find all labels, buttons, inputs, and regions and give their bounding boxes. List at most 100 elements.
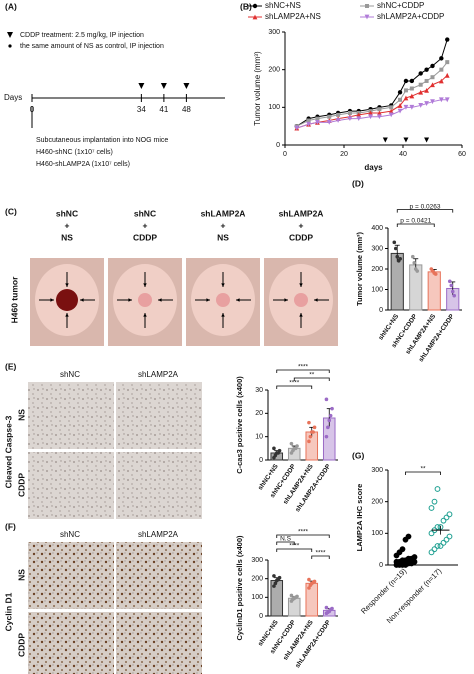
point [315,120,320,125]
data-point [447,279,452,284]
sig-bracket [276,548,313,552]
legend-text: CDDP treatment: 2.5 mg/kg, IP injection [20,32,144,39]
tumor [138,293,152,307]
data-point [327,418,332,423]
data-point [277,448,282,453]
row-label: H460 tumor [9,276,19,323]
injection-marker [183,83,190,89]
y-tick-label: 20 [255,410,263,417]
data-point [277,575,282,580]
y-axis-title: Tumor volume (mm³) [253,51,262,126]
point [424,78,429,83]
point [403,88,408,93]
sig-bracket [276,534,330,538]
ihc-image [28,452,114,519]
point [418,89,424,95]
y-tick-label: 0 [276,142,280,149]
injection-marker [424,137,430,143]
group-label: CDDP [133,232,157,242]
data-point [443,536,450,543]
tick-label: 41 [159,105,168,114]
point [377,110,382,116]
row-label: NS [16,569,26,581]
y-tick-label: 200 [251,576,263,583]
panel-letter: (E) [5,361,17,371]
arrow-head [158,298,162,302]
ihc-image [28,612,114,674]
point [315,116,320,121]
arrow-head [65,283,69,287]
data-point [446,511,453,518]
y-tick-label: 300 [251,557,263,564]
legend-text: shLAMP2A+CDDP [377,12,444,21]
point [409,104,415,110]
sig-bracket [293,377,330,381]
group-label: shNC [56,208,78,218]
data-point [415,269,420,273]
arrow-head [65,313,69,317]
data-point [410,254,415,259]
legend-marker [252,14,258,20]
data-point [440,517,447,524]
tick-label: 34 [137,105,146,114]
tumor [294,293,308,307]
ihc-image [28,542,114,609]
data-point [437,543,444,549]
y-tick-label: 0 [379,562,383,569]
x-tick-label: shLAMP2A+CDDP [418,313,457,364]
data-point [307,586,311,590]
sig-label: ** [309,372,315,379]
y-axis-title: C-cas3 positive cells (x400) [235,376,244,474]
data-point [428,505,435,511]
data-point [440,539,447,546]
point [389,105,394,110]
column-label: shLAMP2A [138,530,179,539]
data-point [330,406,334,411]
row-label: NS [16,409,26,421]
group-label: CDDP [289,232,313,242]
point [368,114,373,120]
injection-marker [403,137,409,143]
legend-text: the same amount of NS as control, IP inj… [20,43,164,50]
point [418,71,423,76]
data-point [452,293,457,298]
sig-bracket [311,555,330,559]
point [356,116,362,122]
point [403,78,409,84]
y-tick-label: 200 [371,499,383,506]
point [439,56,444,61]
sig-bracket [396,223,435,227]
data-point [307,420,311,425]
arrow-head [143,313,147,317]
arrow-head [50,298,54,302]
data-point [412,261,417,265]
point [430,63,435,69]
point [438,97,444,103]
point [445,37,450,42]
y-tick-label: 0 [259,613,263,620]
injection-marker [160,83,167,89]
point [397,108,403,114]
arrow-head [128,298,132,302]
y-axis-title: LAMP2A IHC score [355,484,364,552]
sig-bracket [276,385,313,389]
y-axis-title: Tumor volume (mm³) [355,231,364,306]
sig-label: p = 0.0263 [410,203,441,210]
injection-marker [382,137,388,143]
sig-label: ** [420,466,426,473]
data-point [434,543,441,549]
data-point [428,530,435,537]
arrow-head [314,298,318,302]
point [438,78,444,84]
point [439,67,444,72]
point [326,120,332,125]
point [409,93,415,99]
point [388,112,394,118]
data-point [289,593,294,598]
data-point [330,606,334,611]
point [306,118,311,123]
legend-marker [364,14,370,20]
point [377,107,382,112]
data-point [399,546,406,553]
